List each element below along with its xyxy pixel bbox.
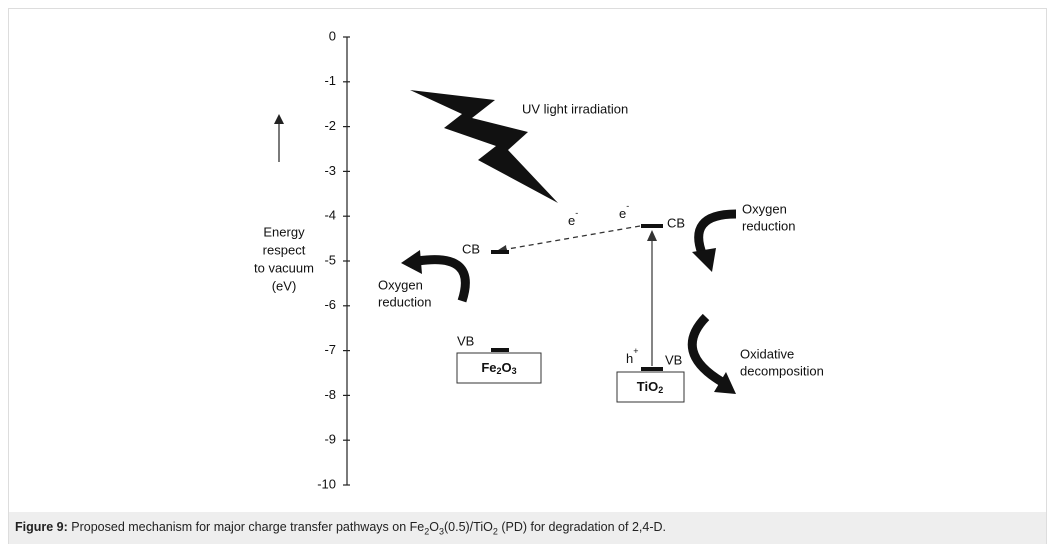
axis-label-line: respect: [263, 242, 306, 257]
caption-text: Proposed mechanism for major charge tran…: [67, 520, 425, 534]
tio2-cb-curved-arrow-head: [692, 248, 716, 272]
fe2o3-vb-label: VB: [457, 333, 474, 348]
fe2o3-cb-level: [491, 250, 509, 254]
electron-text: e: [568, 213, 575, 228]
tio2-cb-curved-arrow: [694, 209, 737, 258]
name-sub: 2: [497, 366, 502, 376]
axis-label-line: (eV): [272, 278, 297, 293]
y-tick-label: -5: [324, 252, 336, 267]
axis-label: Energy respect to vacuum (eV): [254, 224, 314, 293]
fe2o3-reaction: Oxygen: [378, 277, 423, 292]
tio2-vb-label: VB: [665, 352, 682, 367]
light-label: UV light irradiation: [522, 101, 628, 116]
caption-label: Figure 9:: [15, 520, 68, 534]
electron-text: e: [619, 206, 626, 221]
y-tick-label: 0: [329, 28, 336, 43]
hole-text: h: [626, 351, 633, 366]
excitation-arrow-head: [647, 230, 657, 241]
tio2-vb-reaction: Oxidative: [740, 346, 794, 361]
tio2-vb-reaction: decomposition: [740, 363, 824, 378]
tio2-vb-curved-arrow-head: [714, 372, 736, 394]
y-tick-label: -6: [324, 297, 336, 312]
name-part: O: [502, 360, 512, 375]
y-tick-label: -9: [324, 432, 336, 447]
tio2-name: TiO2: [637, 379, 663, 395]
tio2-vb-curved-arrow: [687, 313, 725, 386]
caption-text: O: [429, 520, 439, 534]
electron-sup: -: [626, 201, 629, 211]
tio2-cb-reaction: Oxygen: [742, 201, 787, 216]
caption-text: (PD) for degradation of 2,4-D.: [497, 520, 666, 534]
name-part: TiO: [637, 379, 658, 394]
y-tick-label: -7: [324, 342, 336, 357]
electron-label: e-: [619, 201, 629, 221]
axis-label-line: to vacuum: [254, 260, 314, 275]
caption-sub: 2: [492, 526, 498, 537]
lightning-bolt: [410, 90, 558, 203]
caption-sub: 2: [424, 526, 430, 537]
electron-sup: -: [575, 208, 578, 218]
up-arrow-head: [274, 114, 284, 124]
caption-sub: 3: [438, 526, 444, 537]
tio2-cb-label: CB: [667, 215, 685, 230]
y-tick-label: -1: [324, 73, 336, 88]
electron-transfer-arrow: [501, 225, 641, 251]
tio2-box: [616, 371, 685, 403]
fe2o3-vb-level: [491, 348, 509, 352]
tio2-cb-reaction: reduction: [742, 218, 795, 233]
diagram: Energy respect to vacuum (eV) UV light i…: [254, 28, 824, 491]
name-sub: 3: [512, 366, 517, 376]
tio2-vb-level: [641, 367, 663, 371]
fe2o3-curved-arrow-head: [401, 250, 422, 274]
y-tick-label: -10: [317, 476, 336, 491]
name-sub: 2: [658, 385, 663, 395]
y-tick-label: -4: [324, 208, 336, 223]
fe2o3-box: [456, 352, 542, 384]
fe2o3-reaction: reduction: [378, 294, 431, 309]
y-tick-label: -2: [324, 118, 336, 133]
axis-label-line: Energy: [263, 224, 305, 239]
hole-sup: +: [633, 346, 638, 356]
fe2o3-name: Fe2O3: [481, 360, 516, 376]
fe2o3-curved-arrow: [417, 255, 470, 303]
y-tick-label: -3: [324, 163, 336, 178]
y-tick-label: -8: [324, 387, 336, 402]
figure-frame: [8, 8, 1047, 544]
fe2o3-cb-label: CB: [462, 241, 480, 256]
hole-label: h+: [626, 346, 639, 366]
caption: Figure 9: Proposed mechanism for major c…: [9, 512, 1046, 544]
tio2-cb-level: [641, 224, 663, 228]
caption-text: (0.5)/TiO: [443, 520, 493, 534]
name-part: Fe: [481, 360, 496, 375]
electron-label: e-: [568, 208, 578, 228]
